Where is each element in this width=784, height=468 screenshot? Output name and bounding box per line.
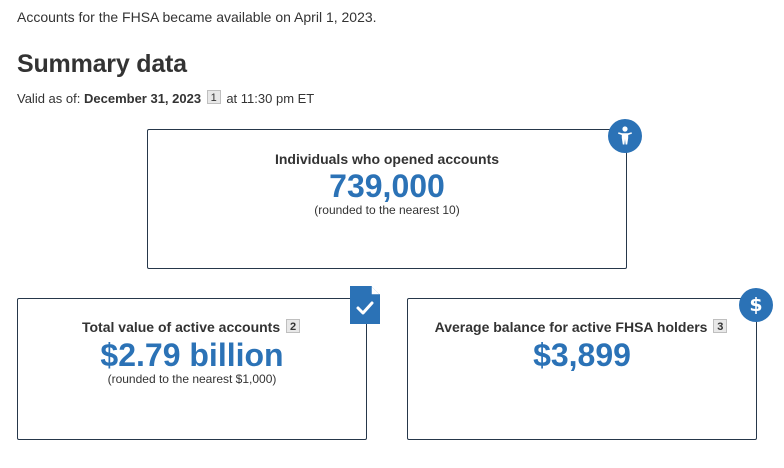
page-heading: Summary data [17,50,187,78]
intro-text: Accounts for the FHSA became available o… [17,9,377,25]
footnote-2-link[interactable]: 2 [286,319,301,333]
individuals-note: (rounded to the nearest 10) [314,203,460,217]
average-balance-label-row: Average balance for active FHSA holders … [408,319,756,335]
individuals-card: Individuals who opened accounts 739,000 … [147,129,627,269]
average-balance-card: Average balance for active FHSA holders … [407,298,757,440]
average-balance-label: Average balance for active FHSA holders [434,319,708,335]
valid-prefix: Valid as of: [17,91,81,106]
total-value-label: Total value of active accounts [81,319,281,335]
total-value-label-row: Total value of active accounts 2 [18,319,366,335]
average-balance-value: $3,899 [533,337,631,373]
total-value-note: (rounded to the nearest $1,000) [107,372,277,386]
document-check-icon [350,286,380,324]
footnote-1-link[interactable]: 1 [206,90,221,104]
valid-suffix: at 11:30 pm ET [226,91,315,106]
person-icon [608,119,642,153]
valid-as-of: Valid as of: December 31, 2023 1 at 11:3… [17,90,314,106]
total-value-value: $2.79 billion [100,337,284,373]
dollar-icon: $ [739,288,773,322]
total-value-card: Total value of active accounts 2 $2.79 b… [17,298,367,440]
dollar-glyph: $ [749,293,763,316]
valid-date: December 31, 2023 [83,91,202,106]
footnote-3-link[interactable]: 3 [713,319,728,333]
individuals-label: Individuals who opened accounts [274,151,500,167]
individuals-value: 739,000 [329,168,445,204]
